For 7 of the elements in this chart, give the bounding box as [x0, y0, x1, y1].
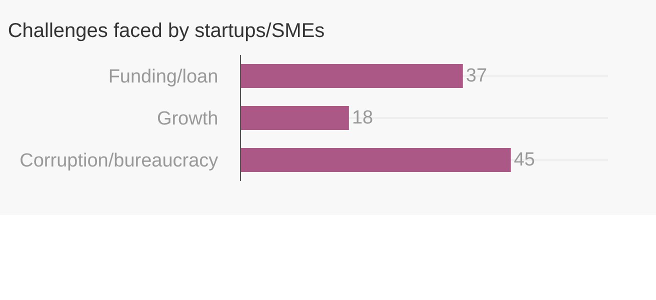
data-label: 18 — [352, 108, 374, 128]
y-tick-label: Funding/loan — [108, 66, 218, 88]
y-tick-label: Growth — [156, 108, 218, 130]
data-label: 37 — [466, 66, 488, 86]
y-tick-label: Corruption/bureaucracy — [20, 150, 219, 172]
data-label: 45 — [514, 150, 535, 170]
chart-title: Challenges faced by startups/SMEs — [8, 20, 325, 42]
